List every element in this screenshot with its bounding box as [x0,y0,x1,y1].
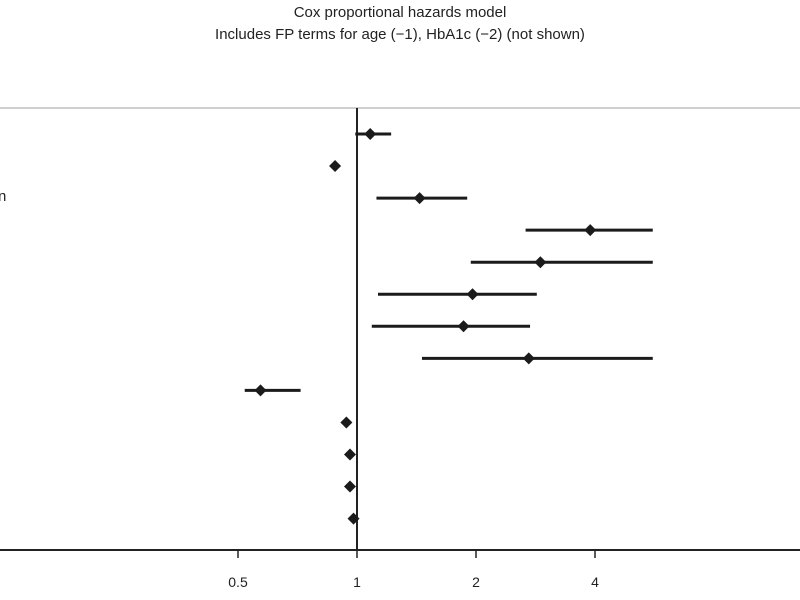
chart-title-block: Cox proportional hazards model Includes … [0,2,800,46]
hazard-ratio-point [457,320,470,333]
chart-subtitle: Includes FP terms for age (−1), HbA1c (−… [215,26,585,43]
x-tick-label: 1 [353,574,361,590]
hazard-ratio-point [413,192,426,205]
hazard-ratio-point [340,416,353,429]
hazard-ratio-point [329,160,342,173]
hazard-ratio-point [347,512,360,525]
hazard-ratio-point [522,352,535,365]
hazard-ratio-point [343,480,356,493]
x-tick-label: 4 [591,574,599,590]
hazard-ratio-point [466,288,479,301]
x-tick-label: 2 [472,574,480,590]
chart-title: Cox proportional hazards model [293,4,507,21]
hazard-ratio-point [343,448,356,461]
row-label-fragment: n [0,188,7,205]
plot-layer: 0.5 1 2 4 [228,108,653,590]
hazard-ratio-point [364,128,377,140]
x-tick-label: 0.5 [228,574,248,590]
hazard-ratio-point [254,384,267,397]
hazard-ratio-point [534,256,547,269]
hazard-ratio-point [584,224,597,237]
